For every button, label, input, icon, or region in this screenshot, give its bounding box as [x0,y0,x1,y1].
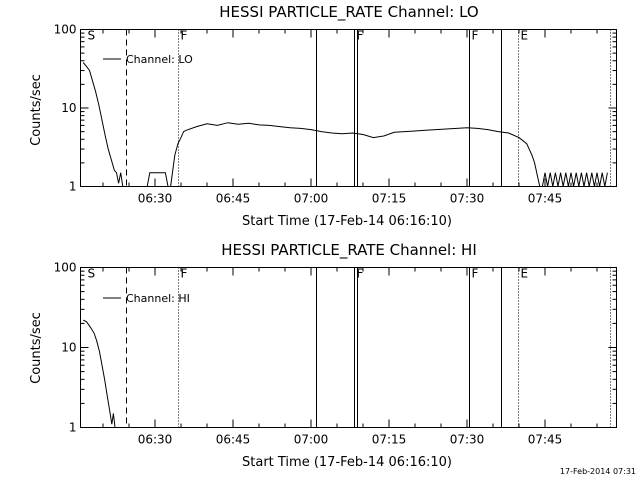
series-line [82,62,608,187]
series-line [82,319,116,428]
chart-panel-lo: HESSI PARTICLE_RATE Channel: LO Counts/s… [29,3,617,229]
x-tick-label: 06:45 [216,433,251,447]
x-tick-label: 07:00 [294,433,329,447]
x-axis-label: Start Time (17-Feb-14 06:16:10) [242,214,452,229]
event-marker-label: S [88,29,96,43]
event-marker-label: F [181,29,188,43]
y-tick-label: 10 [61,341,76,355]
x-tick-label: 06:30 [138,433,173,447]
y-axis-label: Counts/sec [29,312,44,384]
x-tick-label: 07:45 [528,192,563,206]
y-axis-label: Counts/sec [29,74,44,146]
chart-panel-hi: HESSI PARTICLE_RATE Channel: HI Counts/s… [29,241,617,470]
y-tick-label: 10 [61,101,76,115]
event-marker-label: F [472,267,479,281]
event-marker-label: F [357,29,364,43]
x-tick-label: 07:00 [294,192,329,206]
x-tick-label: 06:45 [216,192,251,206]
event-marker-label: F [357,267,364,281]
event-marker-label: E [521,29,529,43]
chart-title: HESSI PARTICLE_RATE Channel: HI [221,241,477,260]
event-marker-label: S [88,267,96,281]
x-tick-label: 07:15 [372,433,407,447]
footer-timestamp: 17-Feb-2014 07:31 [560,467,636,476]
y-tick-label: 1 [69,421,77,435]
x-axis-label: Start Time (17-Feb-14 06:16:10) [242,455,452,470]
chart-title: HESSI PARTICLE_RATE Channel: LO [219,3,478,22]
event-marker-label: F [472,29,479,43]
event-marker-label: E [521,267,529,281]
legend-label: Channel: LO [126,53,193,66]
y-tick-label: 100 [54,261,77,275]
x-tick-label: 07:15 [372,192,407,206]
legend-label: Channel: HI [126,292,190,305]
y-tick-label: 100 [54,23,77,37]
x-tick-label: 07:45 [528,433,563,447]
event-marker-label: F [181,267,188,281]
y-tick-label: 1 [69,180,77,194]
x-tick-label: 07:30 [450,433,485,447]
x-tick-label: 07:30 [450,192,485,206]
x-tick-label: 06:30 [138,192,173,206]
